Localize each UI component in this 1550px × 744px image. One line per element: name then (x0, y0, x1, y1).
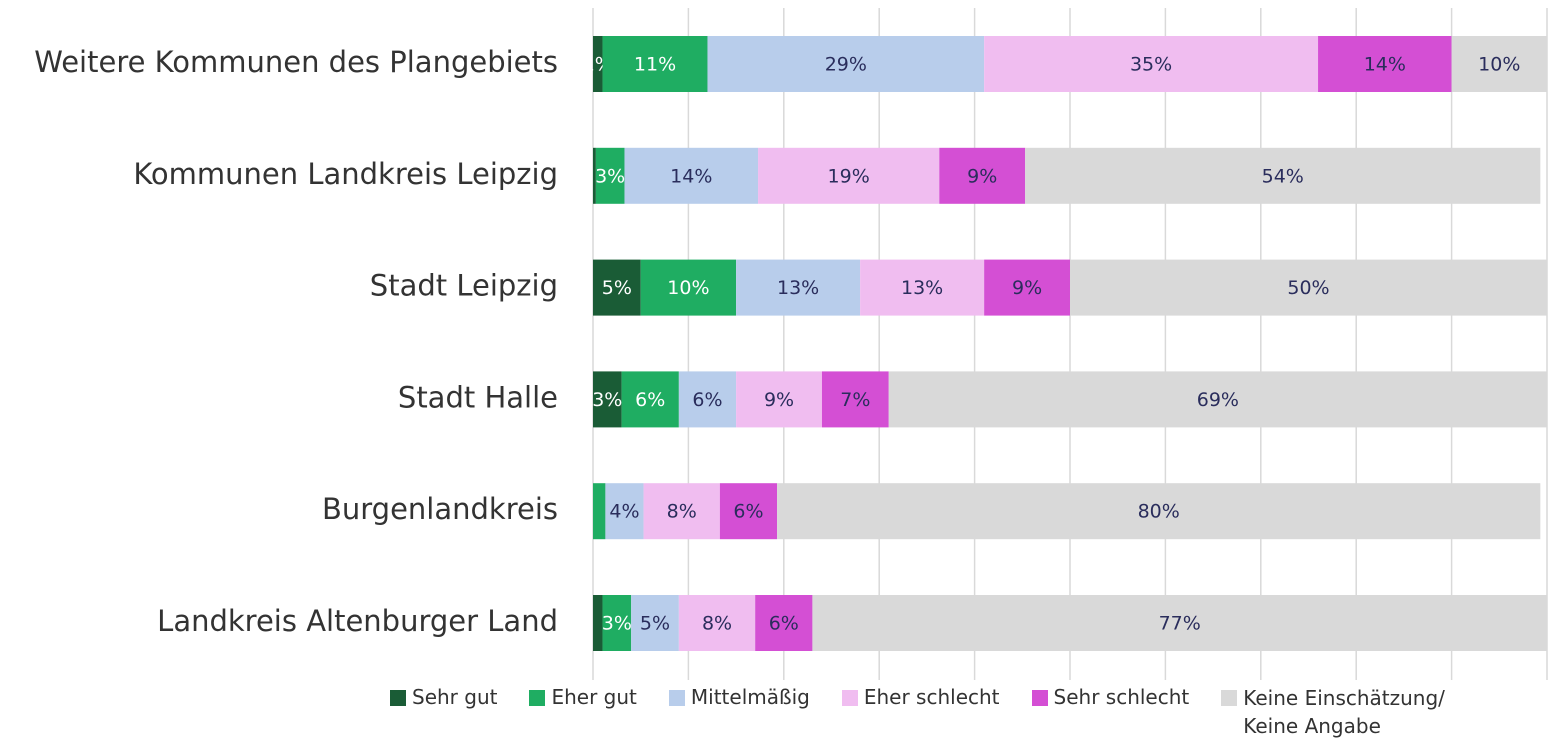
value-label: 80% (1138, 501, 1180, 523)
bar-segment (1070, 259, 1547, 316)
bar-segment (821, 371, 889, 428)
bar-segment (602, 36, 708, 92)
value-label: 50% (1287, 277, 1329, 299)
legend-label: Mittelmäßig (690, 685, 810, 709)
value-label: 14% (670, 165, 712, 187)
bar-segment (1318, 36, 1452, 92)
value-label: 69% (1197, 389, 1239, 411)
value-label: 5% (602, 277, 632, 299)
legend-item: Sehr schlecht (1031, 685, 1190, 740)
category-label: Weitere Kommunen des Plangebiets (34, 45, 558, 79)
category-label: Stadt Halle (398, 380, 558, 414)
value-label: 4% (609, 501, 639, 523)
bar-segment (736, 259, 861, 316)
bar-segment (758, 147, 940, 204)
bar-segment (1451, 36, 1547, 92)
value-label: 6% (769, 613, 799, 635)
value-label: 14% (1364, 54, 1406, 76)
legend: Sehr gut Eher gut Mittelmäßig Eher schlecht… (390, 685, 1515, 740)
value-label: 54% (1262, 165, 1304, 187)
legend-item: Sehr gut (390, 685, 497, 740)
value-label: 6% (635, 389, 665, 411)
value-label: 9% (1012, 277, 1042, 299)
value-label: 9% (967, 165, 997, 187)
bar-segment (643, 483, 720, 540)
value-label: 35% (1130, 54, 1172, 76)
value-label: 9% (764, 389, 794, 411)
value-label: 29% (825, 54, 867, 76)
bar-segment (631, 595, 679, 651)
value-label: 13% (901, 277, 943, 299)
category-label: Stadt Leipzig (370, 269, 558, 303)
bar-segment (593, 259, 641, 316)
bar-segment (888, 371, 1547, 428)
value-label: 3% (592, 389, 622, 411)
value-label: 6% (733, 501, 763, 523)
legend-label: Eher gut (551, 685, 637, 709)
legend-label: Eher schlecht (863, 685, 1000, 709)
legend-swatch (529, 690, 546, 706)
legend-swatch (1031, 690, 1048, 706)
bar-segment (593, 36, 603, 92)
bar-segment (939, 147, 1026, 204)
value-label: 19% (828, 165, 870, 187)
bar-segment (595, 147, 625, 204)
value-label: 10% (667, 277, 709, 299)
bar-segment (755, 595, 813, 651)
bar-segment (719, 483, 778, 540)
bar-segment (640, 259, 737, 316)
legend-swatch (668, 690, 685, 706)
legend-item: Mittelmäßig (668, 685, 810, 740)
bar-segment (678, 595, 756, 651)
value-label: 3% (602, 613, 632, 635)
category-label: Kommunen Landkreis Leipzig (133, 157, 558, 191)
value-label: 8% (667, 501, 697, 523)
value-label: 7% (840, 389, 870, 411)
bar-segment (624, 147, 759, 204)
legend-label: Sehr gut (412, 685, 498, 709)
bar-segment (593, 595, 603, 651)
bar-segment (812, 595, 1547, 651)
bar-segment (602, 595, 632, 651)
legend-item: Keine Einschätzung/ Keine Angabe (1221, 685, 1483, 740)
value-label: 13% (777, 277, 819, 299)
bar-segment (593, 147, 596, 204)
value-label: 10% (1478, 54, 1520, 76)
bar-segment (860, 259, 985, 316)
value-label: 11% (634, 54, 676, 76)
legend-item: Eher schlecht (841, 685, 1000, 740)
bar-segment (593, 483, 606, 540)
bar-segment (621, 371, 679, 428)
category-label: Landkreis Altenburger Land (157, 604, 558, 638)
bar-segment (707, 36, 985, 92)
value-label: 5% (640, 613, 670, 635)
legend-label: Keine Einschätzung/ Keine Angabe (1243, 686, 1445, 738)
bar-segment (984, 259, 1070, 316)
bar-segment (605, 483, 644, 540)
bar-segment (1025, 147, 1541, 204)
category-label: Burgenlandkreis (322, 492, 558, 526)
bar-segment (678, 371, 737, 428)
bar-segment (777, 483, 1541, 540)
value-label: 8% (702, 613, 732, 635)
bar-segment (593, 371, 622, 428)
bar-segment (736, 371, 822, 428)
legend-swatch (390, 690, 406, 706)
legend-label: Sehr schlecht (1053, 685, 1190, 709)
legend-item: Eher gut (529, 685, 637, 740)
value-label: 6% (692, 389, 722, 411)
bar-segment (984, 36, 1319, 92)
value-label: 77% (1159, 613, 1201, 635)
value-label: 3% (595, 165, 625, 187)
legend-swatch (841, 690, 858, 706)
legend-swatch (1221, 690, 1238, 706)
